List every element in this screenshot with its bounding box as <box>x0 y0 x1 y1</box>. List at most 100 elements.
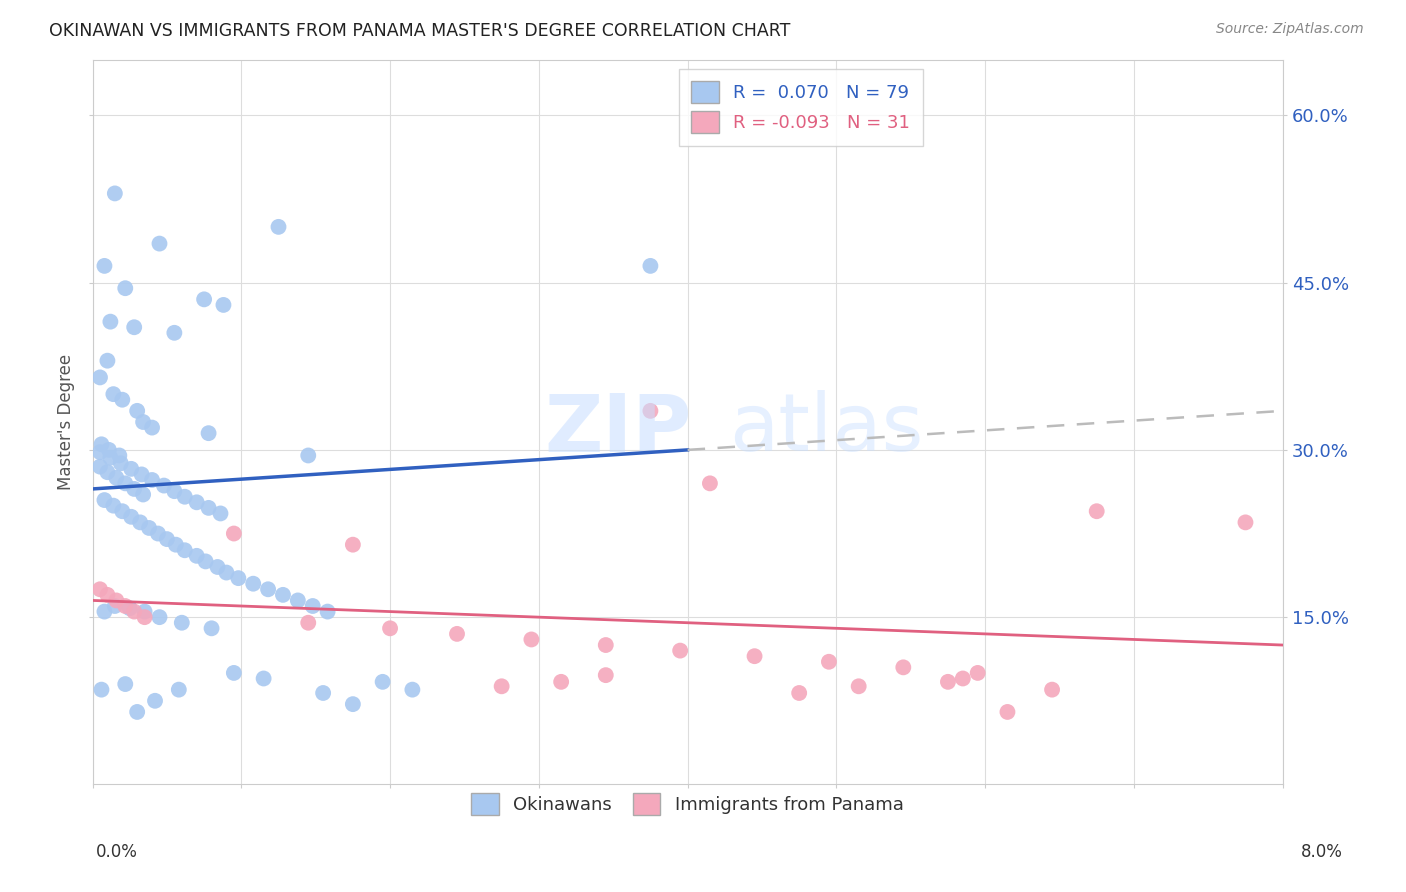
Point <box>446 627 468 641</box>
Point <box>207 560 229 574</box>
Point <box>89 445 111 459</box>
Point <box>170 615 193 630</box>
Legend: Okinawans, Immigrants from Panama: Okinawans, Immigrants from Panama <box>461 782 915 826</box>
Point <box>312 686 335 700</box>
Point <box>122 482 145 496</box>
Point <box>103 499 125 513</box>
Point <box>165 538 187 552</box>
Point <box>148 236 170 251</box>
Point <box>550 674 572 689</box>
Point <box>97 442 120 457</box>
Point <box>143 694 166 708</box>
Point <box>138 521 160 535</box>
Point <box>194 554 217 568</box>
Point <box>96 465 118 479</box>
Text: 0.0%: 0.0% <box>96 843 138 861</box>
Point <box>1040 682 1063 697</box>
Point <box>89 370 111 384</box>
Point <box>640 404 662 418</box>
Point <box>134 605 156 619</box>
Point <box>100 450 122 465</box>
Point <box>114 599 136 613</box>
Point <box>118 601 141 615</box>
Point <box>153 478 176 492</box>
Text: OKINAWAN VS IMMIGRANTS FROM PANAMA MASTER'S DEGREE CORRELATION CHART: OKINAWAN VS IMMIGRANTS FROM PANAMA MASTE… <box>49 22 790 40</box>
Point <box>96 353 118 368</box>
Point <box>316 605 339 619</box>
Point <box>197 500 219 515</box>
Point <box>744 649 766 664</box>
Point <box>267 219 290 234</box>
Point <box>520 632 543 647</box>
Point <box>891 660 914 674</box>
Point <box>146 526 169 541</box>
Point <box>163 326 186 340</box>
Y-axis label: Master's Degree: Master's Degree <box>58 354 75 490</box>
Point <box>848 679 870 693</box>
Point <box>378 621 401 635</box>
Point <box>491 679 513 693</box>
Point <box>215 566 238 580</box>
Point <box>163 484 186 499</box>
Point <box>997 705 1019 719</box>
Point <box>952 672 974 686</box>
Point <box>197 426 219 441</box>
Point <box>122 605 145 619</box>
Point <box>141 420 163 434</box>
Point <box>120 509 142 524</box>
Text: Source: ZipAtlas.com: Source: ZipAtlas.com <box>1216 22 1364 37</box>
Point <box>103 387 125 401</box>
Point <box>173 490 195 504</box>
Point <box>297 615 319 630</box>
Point <box>818 655 841 669</box>
Point <box>122 320 145 334</box>
Point <box>222 526 245 541</box>
Point <box>114 476 136 491</box>
Point <box>167 682 190 697</box>
Point <box>1234 516 1257 530</box>
Point <box>108 449 131 463</box>
Point <box>287 593 309 607</box>
Point <box>93 259 115 273</box>
Point <box>114 677 136 691</box>
Point <box>114 281 136 295</box>
Point <box>93 493 115 508</box>
Point <box>96 588 118 602</box>
Point <box>301 599 323 613</box>
Text: ZIP: ZIP <box>544 391 692 468</box>
Point <box>111 392 134 407</box>
Point <box>111 504 134 518</box>
Point <box>105 593 128 607</box>
Point <box>212 298 235 312</box>
Point <box>640 259 662 273</box>
Point <box>89 582 111 597</box>
Point <box>148 610 170 624</box>
Point <box>936 674 959 689</box>
Point <box>120 462 142 476</box>
Point <box>209 507 232 521</box>
Point <box>100 315 122 329</box>
Point <box>110 456 132 470</box>
Point <box>228 571 250 585</box>
Point <box>132 487 155 501</box>
Point <box>104 186 127 201</box>
Point <box>93 605 115 619</box>
Point <box>134 610 156 624</box>
Point <box>787 686 810 700</box>
Point <box>222 665 245 680</box>
Point <box>104 599 127 613</box>
Point <box>127 404 149 418</box>
Point <box>193 293 215 307</box>
Point <box>1085 504 1108 518</box>
Point <box>595 638 617 652</box>
Point <box>966 665 988 680</box>
Point <box>90 437 112 451</box>
Text: 8.0%: 8.0% <box>1301 843 1343 861</box>
Point <box>105 471 128 485</box>
Point <box>252 672 274 686</box>
Point <box>127 705 149 719</box>
Point <box>401 682 423 697</box>
Point <box>297 449 319 463</box>
Point <box>699 476 721 491</box>
Point <box>342 538 364 552</box>
